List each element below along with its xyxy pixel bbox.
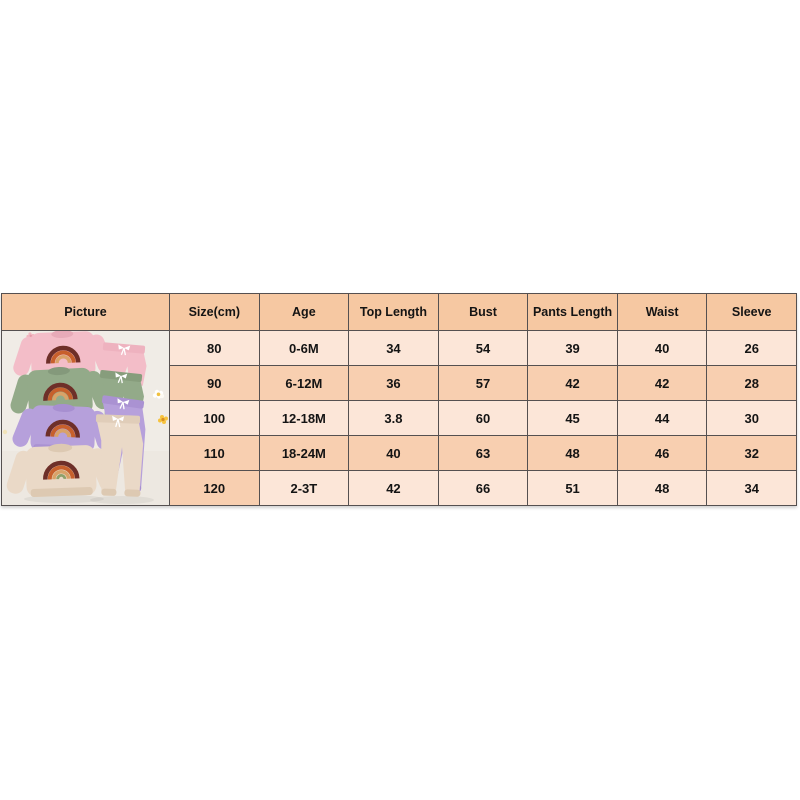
cell-sleeve: 28	[707, 366, 796, 400]
cell-sleeve: 34	[707, 471, 796, 505]
cell-top-length: 36	[349, 366, 438, 400]
drawstring-bow-icon	[112, 415, 125, 428]
cell-pants-length: 51	[528, 471, 617, 505]
cell-size: 90	[170, 366, 259, 400]
cell-pants-length: 48	[528, 436, 617, 470]
header-bust: Bust	[438, 294, 528, 330]
small-flower-icon	[2, 429, 8, 435]
cell-waist: 48	[617, 471, 707, 505]
cell-waist: 46	[617, 436, 707, 470]
size-chart-table: Picture Size(cm) Age Top Length Bust Pan…	[1, 293, 797, 506]
cell-bust: 54	[438, 331, 528, 365]
cell-waist: 42	[617, 366, 707, 400]
cell-top-length: 42	[349, 471, 438, 505]
cell-bust: 60	[438, 401, 528, 435]
header-top-length: Top Length	[349, 294, 438, 330]
cell-age: 0-6M	[259, 331, 349, 365]
cell-size: 120	[170, 471, 259, 505]
rainbow-icon	[46, 345, 81, 364]
shadow	[24, 495, 104, 503]
cell-waist: 40	[617, 331, 707, 365]
yellow-flower-icon	[158, 415, 168, 424]
cell-size: 80	[170, 331, 259, 365]
cell-age: 6-12M	[259, 366, 349, 400]
cell-top-length: 3.8	[349, 401, 438, 435]
cell-sleeve: 30	[707, 401, 796, 435]
cell-age: 2-3T	[259, 471, 349, 505]
header-sleeve: Sleeve	[707, 294, 796, 330]
cell-pants-length: 45	[528, 401, 617, 435]
drawstring-bow-icon	[117, 398, 130, 410]
cell-waist: 44	[617, 401, 707, 435]
rainbow-icon	[43, 382, 78, 401]
cell-top-length: 34	[349, 331, 438, 365]
header-pants-length: Pants Length	[528, 294, 617, 330]
cell-bust: 63	[438, 436, 528, 470]
sweatshirt-cream	[6, 443, 117, 497]
cell-age: 18-24M	[259, 436, 349, 470]
cell-top-length: 40	[349, 436, 438, 470]
product-photo	[2, 331, 169, 505]
cell-pants-length: 39	[528, 331, 617, 365]
rainbow-icon	[43, 460, 80, 480]
cell-pants-length: 42	[528, 366, 617, 400]
header-picture: Picture	[2, 294, 169, 330]
drawstring-bow-icon	[118, 344, 131, 356]
rainbow-icon	[45, 419, 80, 438]
cell-size: 100	[170, 401, 259, 435]
pants-cream	[95, 414, 144, 497]
shadow	[90, 496, 154, 504]
header-waist: Waist	[617, 294, 707, 330]
header-size: Size(cm)	[170, 294, 259, 330]
cell-sleeve: 32	[707, 436, 796, 470]
header-age: Age	[259, 294, 349, 330]
cell-size: 110	[170, 436, 259, 470]
cell-age: 12-18M	[259, 401, 349, 435]
cell-bust: 57	[438, 366, 528, 400]
drawstring-bow-icon	[115, 372, 128, 384]
cell-bust: 66	[438, 471, 528, 505]
product-photo-illustration	[2, 331, 169, 505]
cell-sleeve: 26	[707, 331, 796, 365]
daisy-icon	[152, 389, 165, 399]
